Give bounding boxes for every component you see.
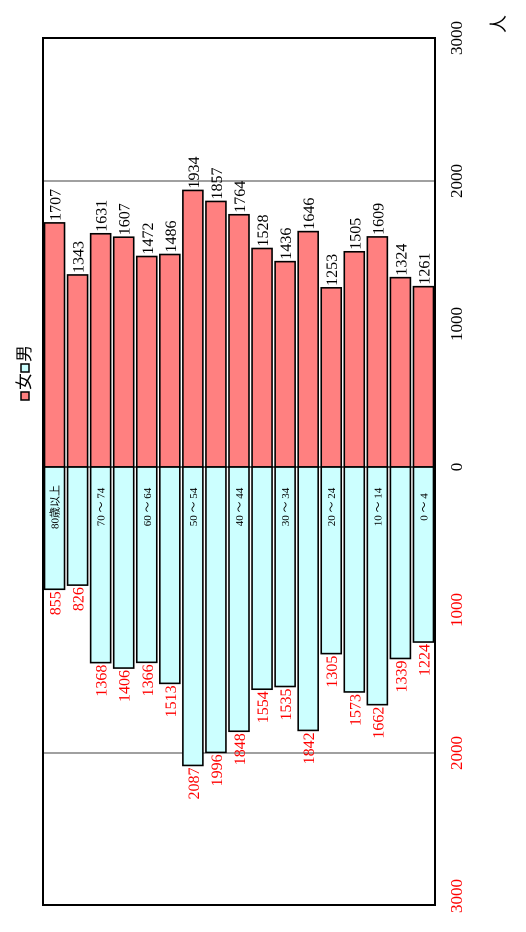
- unit-label: 人: [489, 15, 509, 33]
- data-label-male-0: 855: [48, 591, 65, 615]
- bar-female-7: [205, 200, 227, 468]
- data-label-female-10: 1436: [278, 228, 295, 260]
- bar-female-13: [343, 250, 366, 468]
- data-label-male-15: 1339: [393, 660, 410, 692]
- data-label-male-2: 1368: [94, 665, 111, 697]
- category-label-2: 70 ～ 74: [96, 487, 108, 526]
- data-label-male-13: 1573: [347, 694, 364, 726]
- plot-frame: [42, 37, 436, 906]
- data-label-male-9: 1554: [255, 691, 272, 723]
- legend-swatch-male: [20, 363, 30, 373]
- legend-label-male: 男: [15, 345, 34, 362]
- bar-female-10: [274, 260, 296, 468]
- data-label-female-11: 1646: [301, 198, 318, 230]
- legend-items: 男女: [15, 345, 34, 401]
- data-label-female-2: 1631: [94, 200, 111, 232]
- data-label-female-14: 1609: [370, 203, 387, 235]
- data-label-male-14: 1662: [370, 707, 387, 739]
- data-label-female-15: 1324: [393, 244, 410, 276]
- bar-male-5: [159, 466, 181, 685]
- data-label-female-16: 1261: [416, 253, 433, 285]
- data-label-female-13: 1505: [347, 218, 364, 250]
- data-label-female-7: 1857: [209, 167, 226, 199]
- category-label-0: 80歳以上: [49, 485, 62, 529]
- bar-female-14: [366, 236, 389, 468]
- value-axis: 0 1000 2000 3000 1000 2000 3000: [447, 21, 466, 913]
- data-label-female-5: 1486: [163, 221, 180, 253]
- data-label-female-4: 1472: [140, 223, 157, 255]
- bar-male-7: [205, 466, 227, 754]
- category-label-14: 10 ～ 14: [372, 487, 384, 526]
- tick-label-male-2000: 2000: [447, 736, 466, 770]
- data-label-male-1: 826: [71, 587, 88, 611]
- data-label-female-9: 1528: [255, 214, 272, 246]
- bar-female-1: [66, 274, 89, 468]
- data-label-male-6: 2087: [186, 767, 203, 799]
- tick-label-female-3000: 3000: [447, 21, 466, 55]
- data-label-female-1: 1343: [71, 241, 88, 273]
- legend-label-female: 女: [15, 373, 34, 390]
- legend: 男女: [15, 345, 34, 401]
- category-label-4: 60 ～ 64: [142, 487, 154, 526]
- bar-female-2: [89, 232, 112, 468]
- data-label-male-12: 1305: [324, 656, 341, 688]
- bar-female-5: [159, 253, 181, 468]
- bar-female-4: [135, 255, 158, 468]
- data-label-male-8: 1848: [232, 733, 249, 765]
- legend-swatch-female: [20, 391, 30, 401]
- category-label-6: 50 ～ 54: [188, 487, 200, 526]
- data-label-female-0: 1707: [48, 189, 65, 221]
- category-label-8: 40 ～ 44: [234, 487, 246, 526]
- tick-label-female-1000: 1000: [447, 307, 466, 341]
- bar-female-0: [43, 222, 66, 468]
- category-label-16: 0 ～ 4: [418, 493, 430, 521]
- data-label-male-11: 1842: [301, 732, 318, 764]
- bar-male-3: [112, 466, 135, 669]
- bar-female-6: [182, 189, 204, 468]
- tick-label-female-2000: 2000: [447, 164, 466, 198]
- bar-male-13: [343, 466, 366, 693]
- data-label-female-3: 1607: [117, 203, 134, 235]
- tick-label-male-1000: 1000: [447, 593, 466, 627]
- bar-female-16: [412, 285, 435, 468]
- bar-female-12: [320, 287, 343, 468]
- data-label-female-12: 1253: [324, 254, 341, 286]
- data-label-male-3: 1406: [117, 670, 134, 702]
- tick-label-male-3000: 3000: [447, 879, 466, 913]
- data-label-male-16: 1224: [416, 644, 433, 676]
- bar-male-9: [251, 466, 273, 691]
- bar-female-15: [389, 276, 412, 468]
- tick-label-female-0: 0: [447, 463, 466, 472]
- data-label-male-5: 1513: [163, 685, 180, 717]
- category-label-12: 20 ～ 24: [326, 487, 338, 526]
- data-label-male-4: 1366: [140, 664, 157, 696]
- bar-female-3: [112, 236, 135, 468]
- data-label-female-6: 1934: [186, 156, 203, 188]
- category-label-10: 30 ～ 34: [280, 487, 292, 526]
- bar-female-8: [228, 213, 250, 468]
- plot-area: 1707 855 80歳以上 1343 826 1631 1368 70 ～ 74 1607 14…: [42, 37, 436, 906]
- bar-male-15: [389, 466, 412, 660]
- bar-male-1: [66, 466, 89, 586]
- bar-female-11: [297, 230, 319, 468]
- data-label-male-7: 1996: [209, 754, 226, 786]
- data-label-female-8: 1764: [232, 181, 249, 213]
- bar-female-9: [251, 247, 273, 468]
- data-label-male-10: 1535: [278, 689, 295, 721]
- bar-male-11: [297, 466, 319, 732]
